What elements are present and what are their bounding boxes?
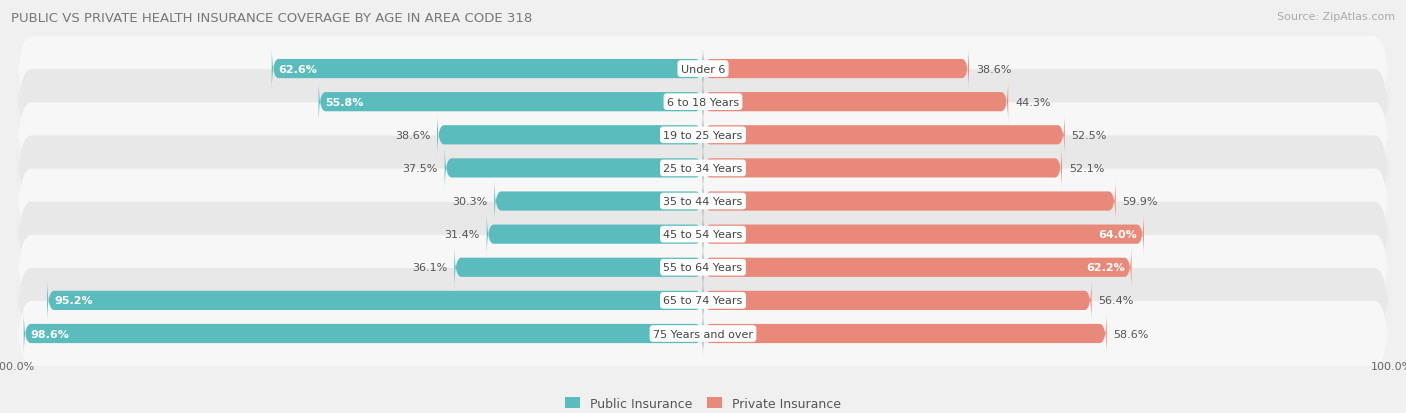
FancyBboxPatch shape xyxy=(17,69,1389,136)
FancyBboxPatch shape xyxy=(703,310,1107,357)
FancyBboxPatch shape xyxy=(24,310,703,357)
FancyBboxPatch shape xyxy=(703,79,1008,126)
Text: 59.9%: 59.9% xyxy=(1122,197,1159,206)
Text: 98.6%: 98.6% xyxy=(31,329,69,339)
Text: 35 to 44 Years: 35 to 44 Years xyxy=(664,197,742,206)
FancyBboxPatch shape xyxy=(271,46,703,93)
FancyBboxPatch shape xyxy=(495,178,703,225)
FancyBboxPatch shape xyxy=(703,211,1144,258)
Text: 6 to 18 Years: 6 to 18 Years xyxy=(666,97,740,107)
FancyBboxPatch shape xyxy=(486,211,703,258)
Text: 95.2%: 95.2% xyxy=(53,296,93,306)
FancyBboxPatch shape xyxy=(17,102,1389,169)
FancyBboxPatch shape xyxy=(17,168,1389,235)
FancyBboxPatch shape xyxy=(444,145,703,192)
Text: 36.1%: 36.1% xyxy=(412,263,447,273)
FancyBboxPatch shape xyxy=(17,135,1389,202)
FancyBboxPatch shape xyxy=(703,277,1091,324)
Text: 45 to 54 Years: 45 to 54 Years xyxy=(664,230,742,240)
Legend: Public Insurance, Private Insurance: Public Insurance, Private Insurance xyxy=(558,391,848,413)
FancyBboxPatch shape xyxy=(48,277,703,324)
FancyBboxPatch shape xyxy=(454,244,703,291)
Text: 37.5%: 37.5% xyxy=(402,164,437,173)
Text: 64.0%: 64.0% xyxy=(1098,230,1137,240)
FancyBboxPatch shape xyxy=(703,244,1132,291)
Text: 62.2%: 62.2% xyxy=(1085,263,1125,273)
Text: 55.8%: 55.8% xyxy=(325,97,364,107)
Text: 52.5%: 52.5% xyxy=(1071,131,1107,140)
Text: 31.4%: 31.4% xyxy=(444,230,479,240)
Text: 19 to 25 Years: 19 to 25 Years xyxy=(664,131,742,140)
FancyBboxPatch shape xyxy=(703,46,969,93)
Text: 75 Years and over: 75 Years and over xyxy=(652,329,754,339)
Text: 30.3%: 30.3% xyxy=(453,197,488,206)
Text: 56.4%: 56.4% xyxy=(1098,296,1133,306)
Text: 62.6%: 62.6% xyxy=(278,64,318,74)
FancyBboxPatch shape xyxy=(17,267,1389,335)
Text: 55 to 64 Years: 55 to 64 Years xyxy=(664,263,742,273)
FancyBboxPatch shape xyxy=(319,79,703,126)
Text: 44.3%: 44.3% xyxy=(1015,97,1050,107)
Text: 25 to 34 Years: 25 to 34 Years xyxy=(664,164,742,173)
Text: 38.6%: 38.6% xyxy=(976,64,1011,74)
Text: PUBLIC VS PRIVATE HEALTH INSURANCE COVERAGE BY AGE IN AREA CODE 318: PUBLIC VS PRIVATE HEALTH INSURANCE COVER… xyxy=(11,12,533,25)
FancyBboxPatch shape xyxy=(17,300,1389,368)
Text: 65 to 74 Years: 65 to 74 Years xyxy=(664,296,742,306)
FancyBboxPatch shape xyxy=(17,36,1389,103)
FancyBboxPatch shape xyxy=(703,178,1116,225)
Text: 38.6%: 38.6% xyxy=(395,131,430,140)
Text: Under 6: Under 6 xyxy=(681,64,725,74)
FancyBboxPatch shape xyxy=(17,201,1389,268)
Text: 58.6%: 58.6% xyxy=(1114,329,1149,339)
FancyBboxPatch shape xyxy=(703,145,1062,192)
FancyBboxPatch shape xyxy=(437,112,703,159)
Text: Source: ZipAtlas.com: Source: ZipAtlas.com xyxy=(1277,12,1395,22)
FancyBboxPatch shape xyxy=(703,112,1064,159)
FancyBboxPatch shape xyxy=(17,234,1389,301)
Text: 52.1%: 52.1% xyxy=(1069,164,1104,173)
